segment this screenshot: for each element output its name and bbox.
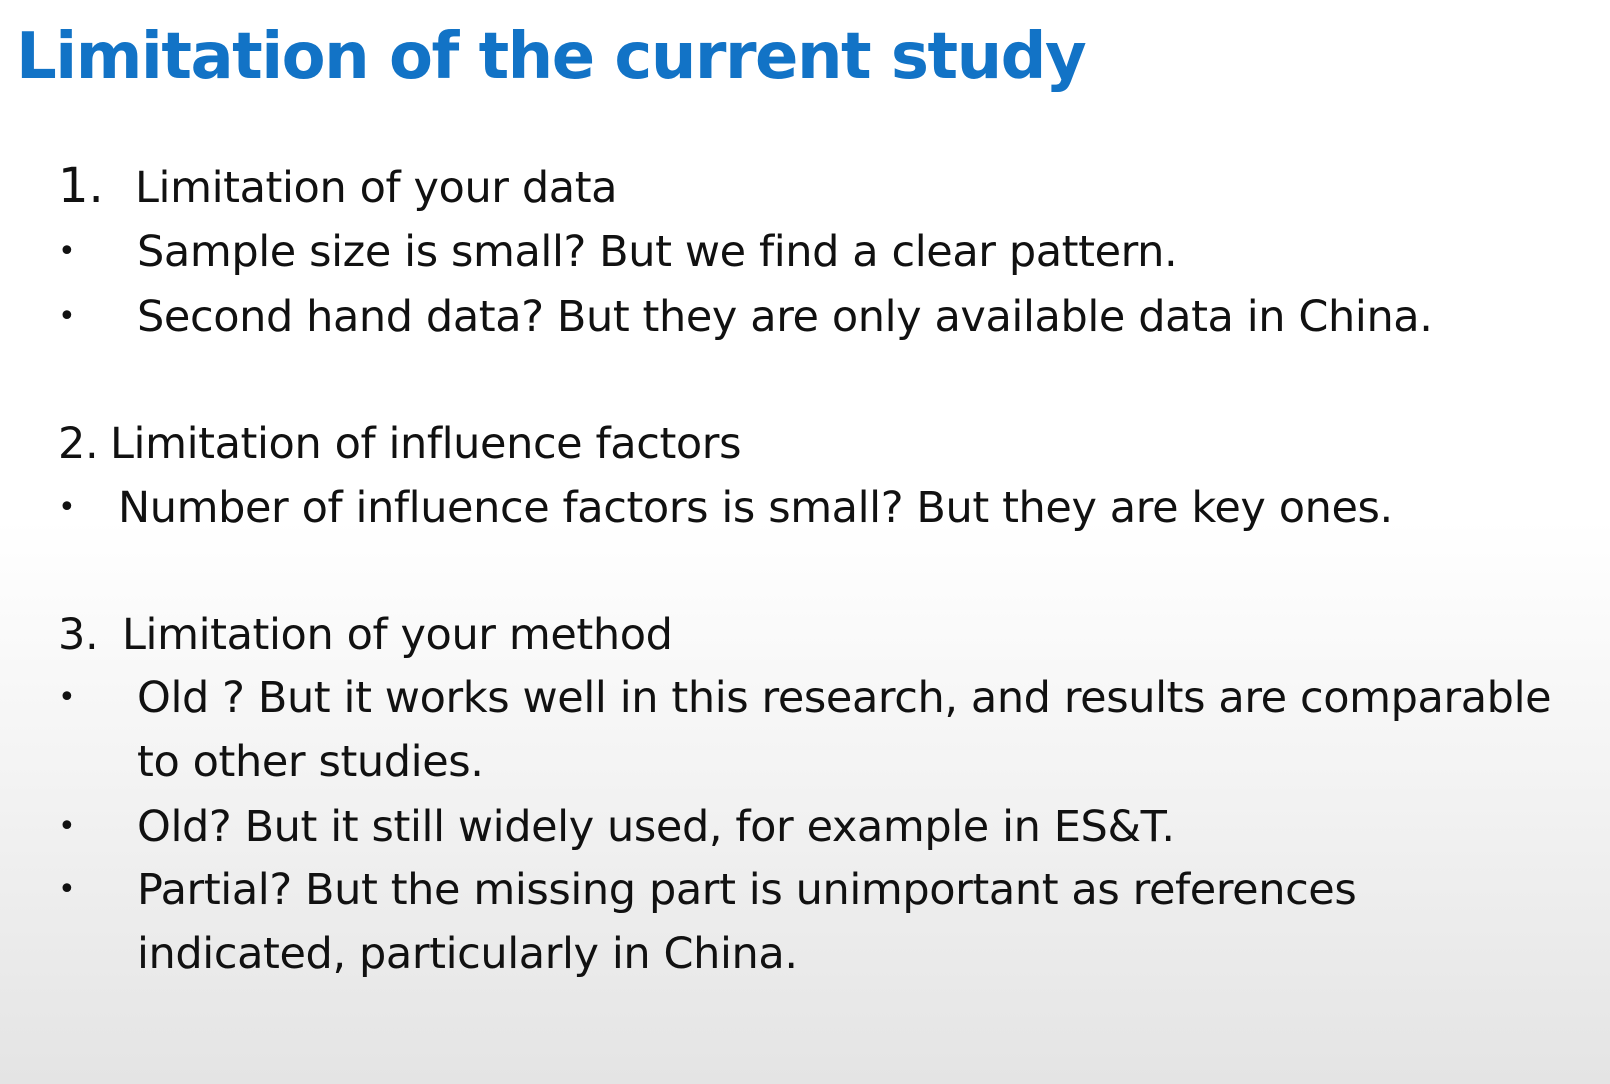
section-number: 1. xyxy=(58,158,104,214)
bullet-text-continuation: to other studies. xyxy=(137,737,484,787)
section-number: 2. xyxy=(58,419,99,469)
section-number: 3. xyxy=(58,610,99,660)
bullet-text: Second hand data? But they are only avai… xyxy=(137,292,1433,342)
bullet-text: Old? But it still widely used, for examp… xyxy=(137,802,1175,852)
bullet-text: Sample size is small? But we find a clea… xyxy=(137,227,1178,277)
section-heading: Limitation of your method xyxy=(122,610,673,660)
bullet-dot: • xyxy=(58,809,76,844)
bullet-dot: • xyxy=(58,680,76,715)
section-heading: Limitation of your data xyxy=(135,163,618,213)
bullet-text-continuation: indicated, particularly in China. xyxy=(137,929,798,979)
bullet-text: Old ? But it works well in this research… xyxy=(137,673,1552,723)
bullet-text: Partial? But the missing part is unimpor… xyxy=(137,865,1357,915)
slide-title: Limitation of the current study xyxy=(16,20,1087,94)
bullet-dot: • xyxy=(58,872,76,907)
section-heading: Limitation of influence factors xyxy=(110,419,742,469)
bullet-dot: • xyxy=(58,490,76,525)
bullet-dot: • xyxy=(58,299,76,334)
bullet-text: Number of influence factors is small? Bu… xyxy=(118,483,1393,533)
bullet-dot: • xyxy=(58,234,76,269)
